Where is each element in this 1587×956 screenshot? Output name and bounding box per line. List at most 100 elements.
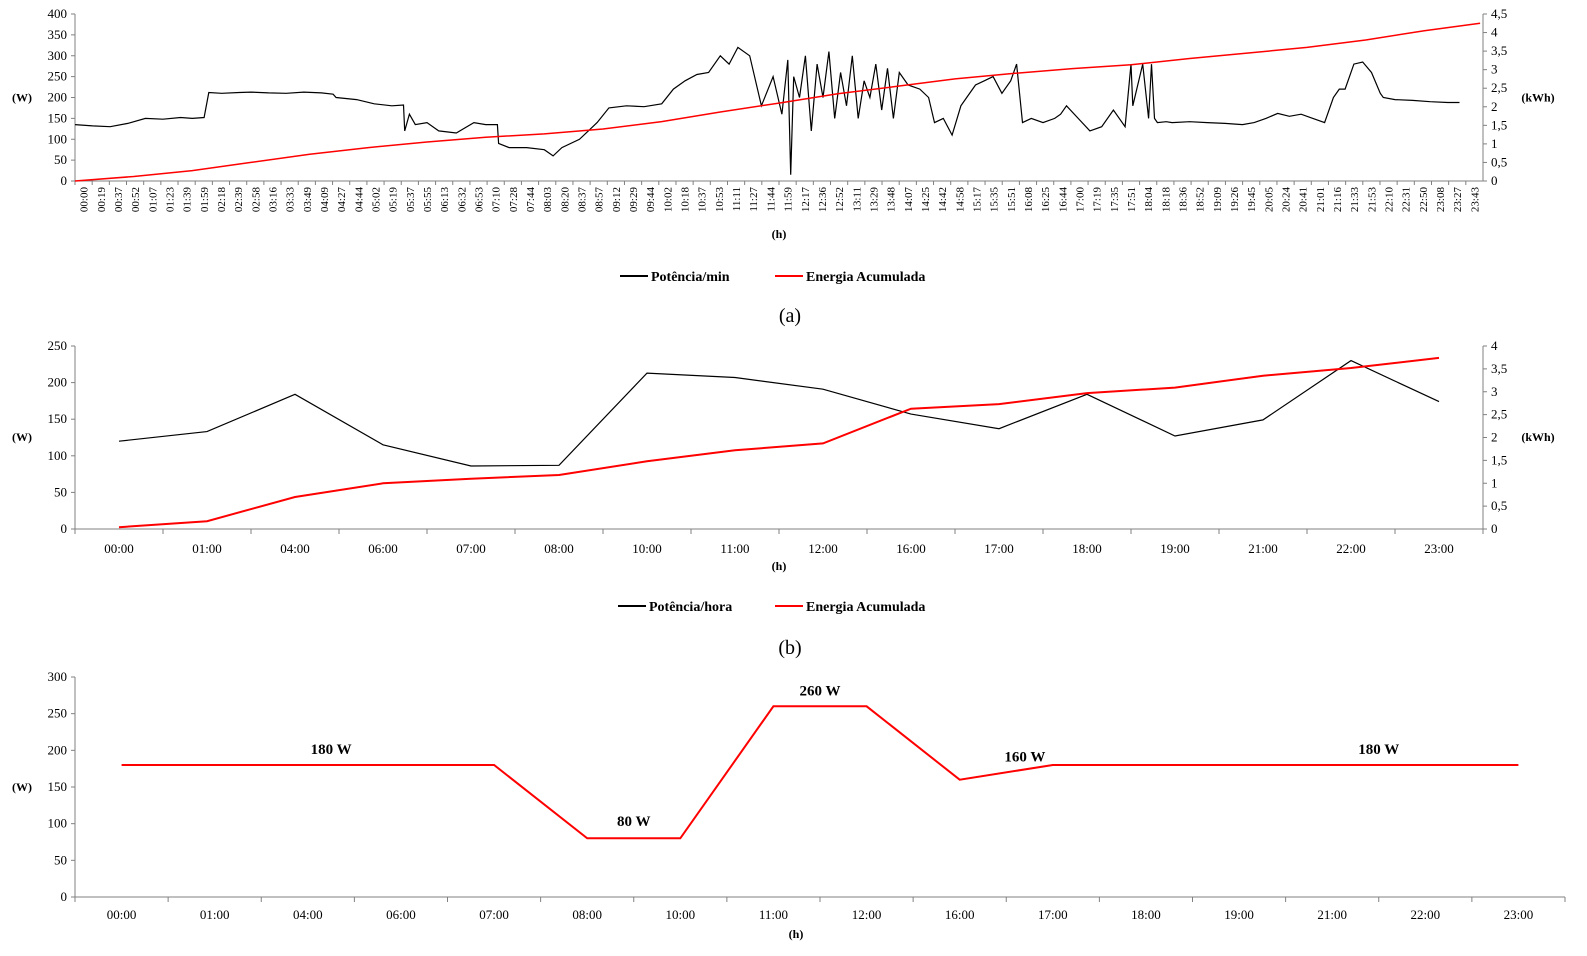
x-tick-label: 00:00 — [104, 541, 134, 556]
legend-label: Energia Acumulada — [806, 600, 925, 615]
x-tick-label: 01:00 — [192, 541, 222, 556]
chart-a-power-per-minute: 0 50 100 150 200 250 300 350 400 0 0,5 1 1,5 2 2,5 3 3,5… — [12, 6, 1555, 327]
x-axis-title: (h) — [789, 927, 804, 941]
x-tick-label: 07:28 — [508, 187, 520, 213]
x-tick-label: 23:43 — [1469, 187, 1481, 213]
chart-caption: (b) — [778, 637, 801, 659]
data-label: 80 W — [617, 814, 650, 830]
x-tick-label: 04:44 — [353, 187, 365, 213]
x-tick-label: 01:39 — [182, 187, 194, 213]
y2-tick-label: 1 — [1491, 136, 1498, 151]
x-tick-label: 18:04 — [1143, 187, 1155, 213]
x-tick-label: 22:00 — [1411, 907, 1441, 922]
x-tick-label: 10:53 — [714, 187, 726, 213]
series-line-accumulated-energy — [118, 356, 1440, 529]
y2-tick-label: 0,5 — [1491, 154, 1507, 169]
x-tick-label: 21:33 — [1349, 187, 1361, 213]
y-tick-label: 400 — [48, 6, 68, 21]
x-tick-label: 00:19 — [96, 187, 108, 213]
x-tick-label: 06:00 — [368, 541, 398, 556]
x-tick-label: 06:13 — [439, 187, 451, 213]
x-tick-label: 19:26 — [1229, 187, 1241, 213]
x-tick-label: 12:52 — [834, 187, 846, 212]
x-tick-label: 06:00 — [386, 907, 416, 922]
y-tick-label: 250 — [48, 338, 68, 353]
x-tick-label: 10:37 — [697, 187, 709, 213]
y2-tick-label: 0 — [1491, 521, 1498, 536]
y2-tick-label: 1,5 — [1491, 117, 1507, 132]
y2-tick-label: 4 — [1491, 338, 1498, 353]
x-tick-label: 13:48 — [886, 187, 898, 213]
x-tick-label: 12:00 — [852, 907, 882, 922]
x-tick-label: 14:25 — [920, 187, 932, 213]
x-tick-label: 21:01 — [1315, 187, 1327, 212]
x-tick-label: 09:29 — [628, 187, 640, 213]
x-tick-label: 21:00 — [1248, 541, 1278, 556]
x-tick-label: 19:00 — [1224, 907, 1254, 922]
x-tick-label: 23:27 — [1452, 187, 1464, 213]
x-tick-label: 18:52 — [1195, 187, 1207, 212]
x-tick-label: 12:36 — [817, 187, 829, 213]
x-tick-label: 11:59 — [783, 187, 795, 212]
x-tick-label: 01:59 — [199, 187, 211, 213]
legend-label: Potência/min — [651, 270, 730, 285]
y-tick-label: 100 — [48, 131, 68, 146]
x-tick-label: 04:00 — [293, 907, 323, 922]
y-tick-label: 0 — [61, 889, 68, 904]
x-tick-label: 02:58 — [250, 187, 262, 213]
y-tick-label: 250 — [48, 706, 68, 721]
y2-tick-label: 4 — [1491, 25, 1498, 40]
data-label: 180 W — [1358, 742, 1399, 758]
y2-tick-label: 3 — [1491, 384, 1498, 399]
x-tick-label: 07:00 — [456, 541, 486, 556]
x-tick-label: 02:18 — [216, 187, 228, 213]
x-tick-label: 03:49 — [302, 187, 314, 213]
x-tick-label: 04:09 — [319, 187, 331, 213]
x-tick-label: 18:00 — [1072, 541, 1102, 556]
x-tick-label: 08:57 — [594, 187, 606, 213]
y-axis-title: (W) — [12, 91, 32, 105]
x-tick-label: 22:31 — [1401, 187, 1413, 212]
x-tick-label: 18:18 — [1160, 187, 1172, 213]
y2-axis-title: (kWh) — [1521, 91, 1554, 105]
y-tick-label: 100 — [48, 816, 68, 831]
x-tick-label: 16:08 — [1023, 187, 1035, 213]
x-axis-title: (h) — [772, 559, 787, 573]
x-tick-label: 11:11 — [731, 187, 743, 211]
y-tick-label: 300 — [48, 669, 68, 684]
x-tick-label: 04:27 — [336, 187, 348, 213]
x-tick-label: 18:36 — [1178, 187, 1190, 213]
y2-tick-label: 2 — [1491, 99, 1498, 114]
x-tick-label: 11:00 — [720, 541, 749, 556]
x-tick-label: 17:00 — [1074, 187, 1086, 213]
y-tick-label: 50 — [54, 852, 67, 867]
y-tick-label: 0 — [61, 521, 68, 536]
y2-tick-label: 1,5 — [1491, 452, 1507, 467]
x-tick-label: 03:16 — [267, 187, 279, 213]
x-tick-label: 03:33 — [285, 187, 297, 213]
y2-tick-label: 2,5 — [1491, 407, 1507, 422]
x-tick-label: 05:19 — [388, 187, 400, 213]
y-tick-label: 300 — [48, 48, 68, 63]
data-label: 260 W — [800, 683, 841, 699]
x-tick-label: 17:00 — [984, 541, 1014, 556]
x-tick-label: 22:10 — [1384, 187, 1396, 213]
y2-tick-label: 3,5 — [1491, 361, 1507, 376]
x-tick-label: 01:00 — [200, 907, 230, 922]
x-tick-label: 23:00 — [1424, 541, 1454, 556]
x-tick-label: 15:17 — [971, 187, 983, 213]
y-tick-label: 100 — [48, 448, 68, 463]
y-tick-label: 200 — [48, 742, 68, 757]
x-tick-label: 05:55 — [422, 187, 434, 213]
y-axis-title: (W) — [12, 780, 32, 794]
x-tick-label: 00:00 — [107, 907, 137, 922]
x-tick-label: 06:53 — [474, 187, 486, 213]
x-tick-label: 19:45 — [1246, 187, 1258, 213]
x-tick-label: 16:00 — [896, 541, 926, 556]
x-tick-label: 16:25 — [1040, 187, 1052, 213]
legend-label: Energia Acumulada — [806, 270, 925, 285]
x-tick-label: 13:11 — [851, 187, 863, 212]
x-tick-label: 14:58 — [954, 187, 966, 213]
x-tick-label: 21:16 — [1332, 187, 1344, 213]
